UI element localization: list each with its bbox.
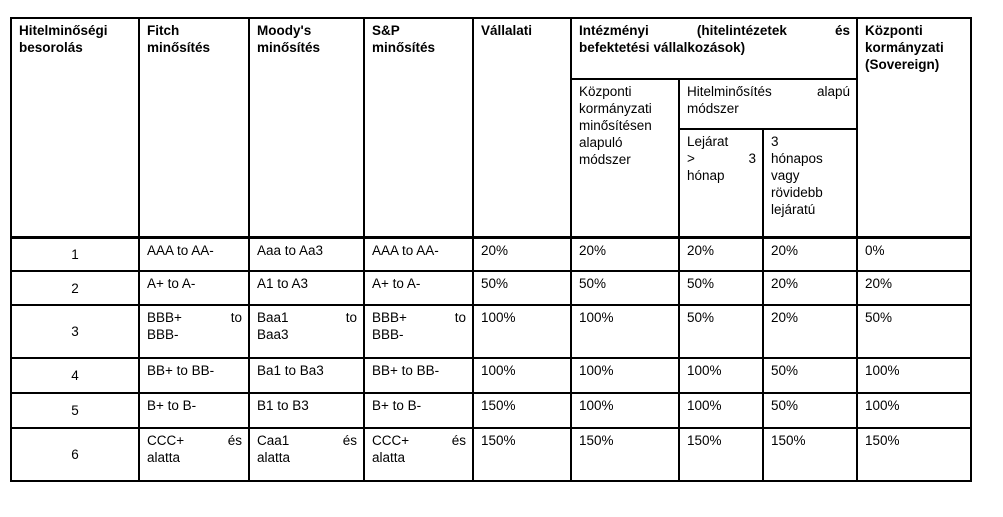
- cell-sovereign: 100%: [856, 392, 972, 429]
- cell-gov-method: 150%: [570, 427, 680, 482]
- header-fitch: Fitch minősítés: [138, 17, 250, 238]
- cell-moodys: Caa1 és alatta: [248, 427, 365, 482]
- cell-grade: 4: [10, 357, 140, 394]
- cell-gov-method: 20%: [570, 235, 680, 272]
- cell-gov-method: 100%: [570, 304, 680, 359]
- cell-over-3m: 50%: [678, 270, 764, 306]
- header-rating-based-method: Hitelminősítés alapú módszer: [678, 78, 858, 130]
- cell-sp: CCC+ és alatta: [363, 427, 474, 482]
- cell-fitch: AAA to AA-: [138, 235, 250, 272]
- header-sp: S&P minősítés: [363, 17, 474, 238]
- header-sovereign: Központi kormányzati (Sovereign): [856, 17, 972, 238]
- cell-sp: BBB+ to BBB-: [363, 304, 474, 359]
- cell-sovereign: 100%: [856, 357, 972, 394]
- cell-3m-or-less: 20%: [762, 235, 858, 272]
- cell-fitch: BBB+ to BBB-: [138, 304, 250, 359]
- table-row: 6 CCC+ és alatta Caa1 és alatta CCC+ és alatta…: [10, 427, 972, 482]
- cell-grade: 5: [10, 392, 140, 429]
- cell-moodys: A1 to A3: [248, 270, 365, 306]
- cell-3m-or-less: 150%: [762, 427, 858, 482]
- table-row: 1 AAA to AA- Aaa to Aa3 AAA to AA- 20% 2…: [10, 235, 972, 272]
- cell-sovereign: 50%: [856, 304, 972, 359]
- cell-corporate: 20%: [472, 235, 572, 272]
- cell-over-3m: 150%: [678, 427, 764, 482]
- cell-fitch: A+ to A-: [138, 270, 250, 306]
- header-maturity-3m-or-less: 3 hónapos vagy rövidebb lejáratú: [762, 128, 858, 238]
- cell-gov-method: 100%: [570, 392, 680, 429]
- header-row-3: Lejárat >3 hónap 3 hónapos vagy rövidebb l…: [11, 128, 971, 238]
- cell-corporate: 150%: [472, 427, 572, 482]
- cell-gov-method: 50%: [570, 270, 680, 306]
- cell-over-3m: 100%: [678, 392, 764, 429]
- cell-3m-or-less: 50%: [762, 392, 858, 429]
- cell-corporate: 100%: [472, 304, 572, 359]
- table-row: 4 BB+ to BB- Ba1 to Ba3 BB+ to BB- 100% …: [10, 357, 972, 394]
- header-row-1: Hitelminőségi besorolás Fitch minősítés …: [10, 17, 972, 238]
- cell-over-3m: 100%: [678, 357, 764, 394]
- table-row: 3 BBB+ to BBB- Baa1 to Baa3 BBB+ to BBB- 100% …: [10, 304, 972, 359]
- cell-grade: 6: [10, 427, 140, 482]
- cell-3m-or-less: 20%: [762, 304, 858, 359]
- cell-corporate: 150%: [472, 392, 572, 429]
- header-rating-class: Hitelminőségi besorolás: [10, 17, 140, 238]
- cell-grade: 2: [10, 270, 140, 306]
- header-corporate: Vállalati: [472, 17, 572, 238]
- cell-sovereign: 0%: [856, 235, 972, 272]
- cell-fitch: BB+ to BB-: [138, 357, 250, 394]
- header-moodys: Moody's minősítés: [248, 17, 365, 238]
- cell-moodys: Aaa to Aa3: [248, 235, 365, 272]
- cell-sovereign: 20%: [856, 270, 972, 306]
- table-row: 2 A+ to A- A1 to A3 A+ to A- 50% 50% 50%…: [10, 270, 972, 306]
- header-institutional-group: Intézményi (hitelintézetek és befektetési vá…: [570, 17, 858, 80]
- cell-fitch: CCC+ és alatta: [138, 427, 250, 482]
- cell-3m-or-less: 50%: [762, 357, 858, 394]
- cell-fitch: B+ to B-: [138, 392, 250, 429]
- cell-grade: 1: [10, 235, 140, 272]
- cell-sp: AAA to AA-: [363, 235, 474, 272]
- cell-corporate: 50%: [472, 270, 572, 306]
- header-maturity-over-3m: Lejárat >3 hónap: [678, 128, 764, 238]
- cell-corporate: 100%: [472, 357, 572, 394]
- cell-sp: BB+ to BB-: [363, 357, 474, 394]
- cell-3m-or-less: 20%: [762, 270, 858, 306]
- cell-over-3m: 50%: [678, 304, 764, 359]
- cell-moodys: B1 to B3: [248, 392, 365, 429]
- cell-sovereign: 150%: [856, 427, 972, 482]
- cell-gov-method: 100%: [570, 357, 680, 394]
- table-row: 5 B+ to B- B1 to B3 B+ to B- 150% 100% 1…: [10, 392, 972, 429]
- credit-rating-table: Hitelminőségi besorolás Fitch minősítés …: [10, 17, 972, 482]
- cell-grade: 3: [10, 304, 140, 359]
- cell-moodys: Ba1 to Ba3: [248, 357, 365, 394]
- cell-sp: B+ to B-: [363, 392, 474, 429]
- cell-sp: A+ to A-: [363, 270, 474, 306]
- cell-moodys: Baa1 to Baa3: [248, 304, 365, 359]
- header-row-2: Központi kormányzati minősítésen alapuló…: [11, 78, 971, 238]
- cell-over-3m: 20%: [678, 235, 764, 272]
- header-gov-rating-method: Központi kormányzati minősítésen alapuló…: [570, 78, 680, 238]
